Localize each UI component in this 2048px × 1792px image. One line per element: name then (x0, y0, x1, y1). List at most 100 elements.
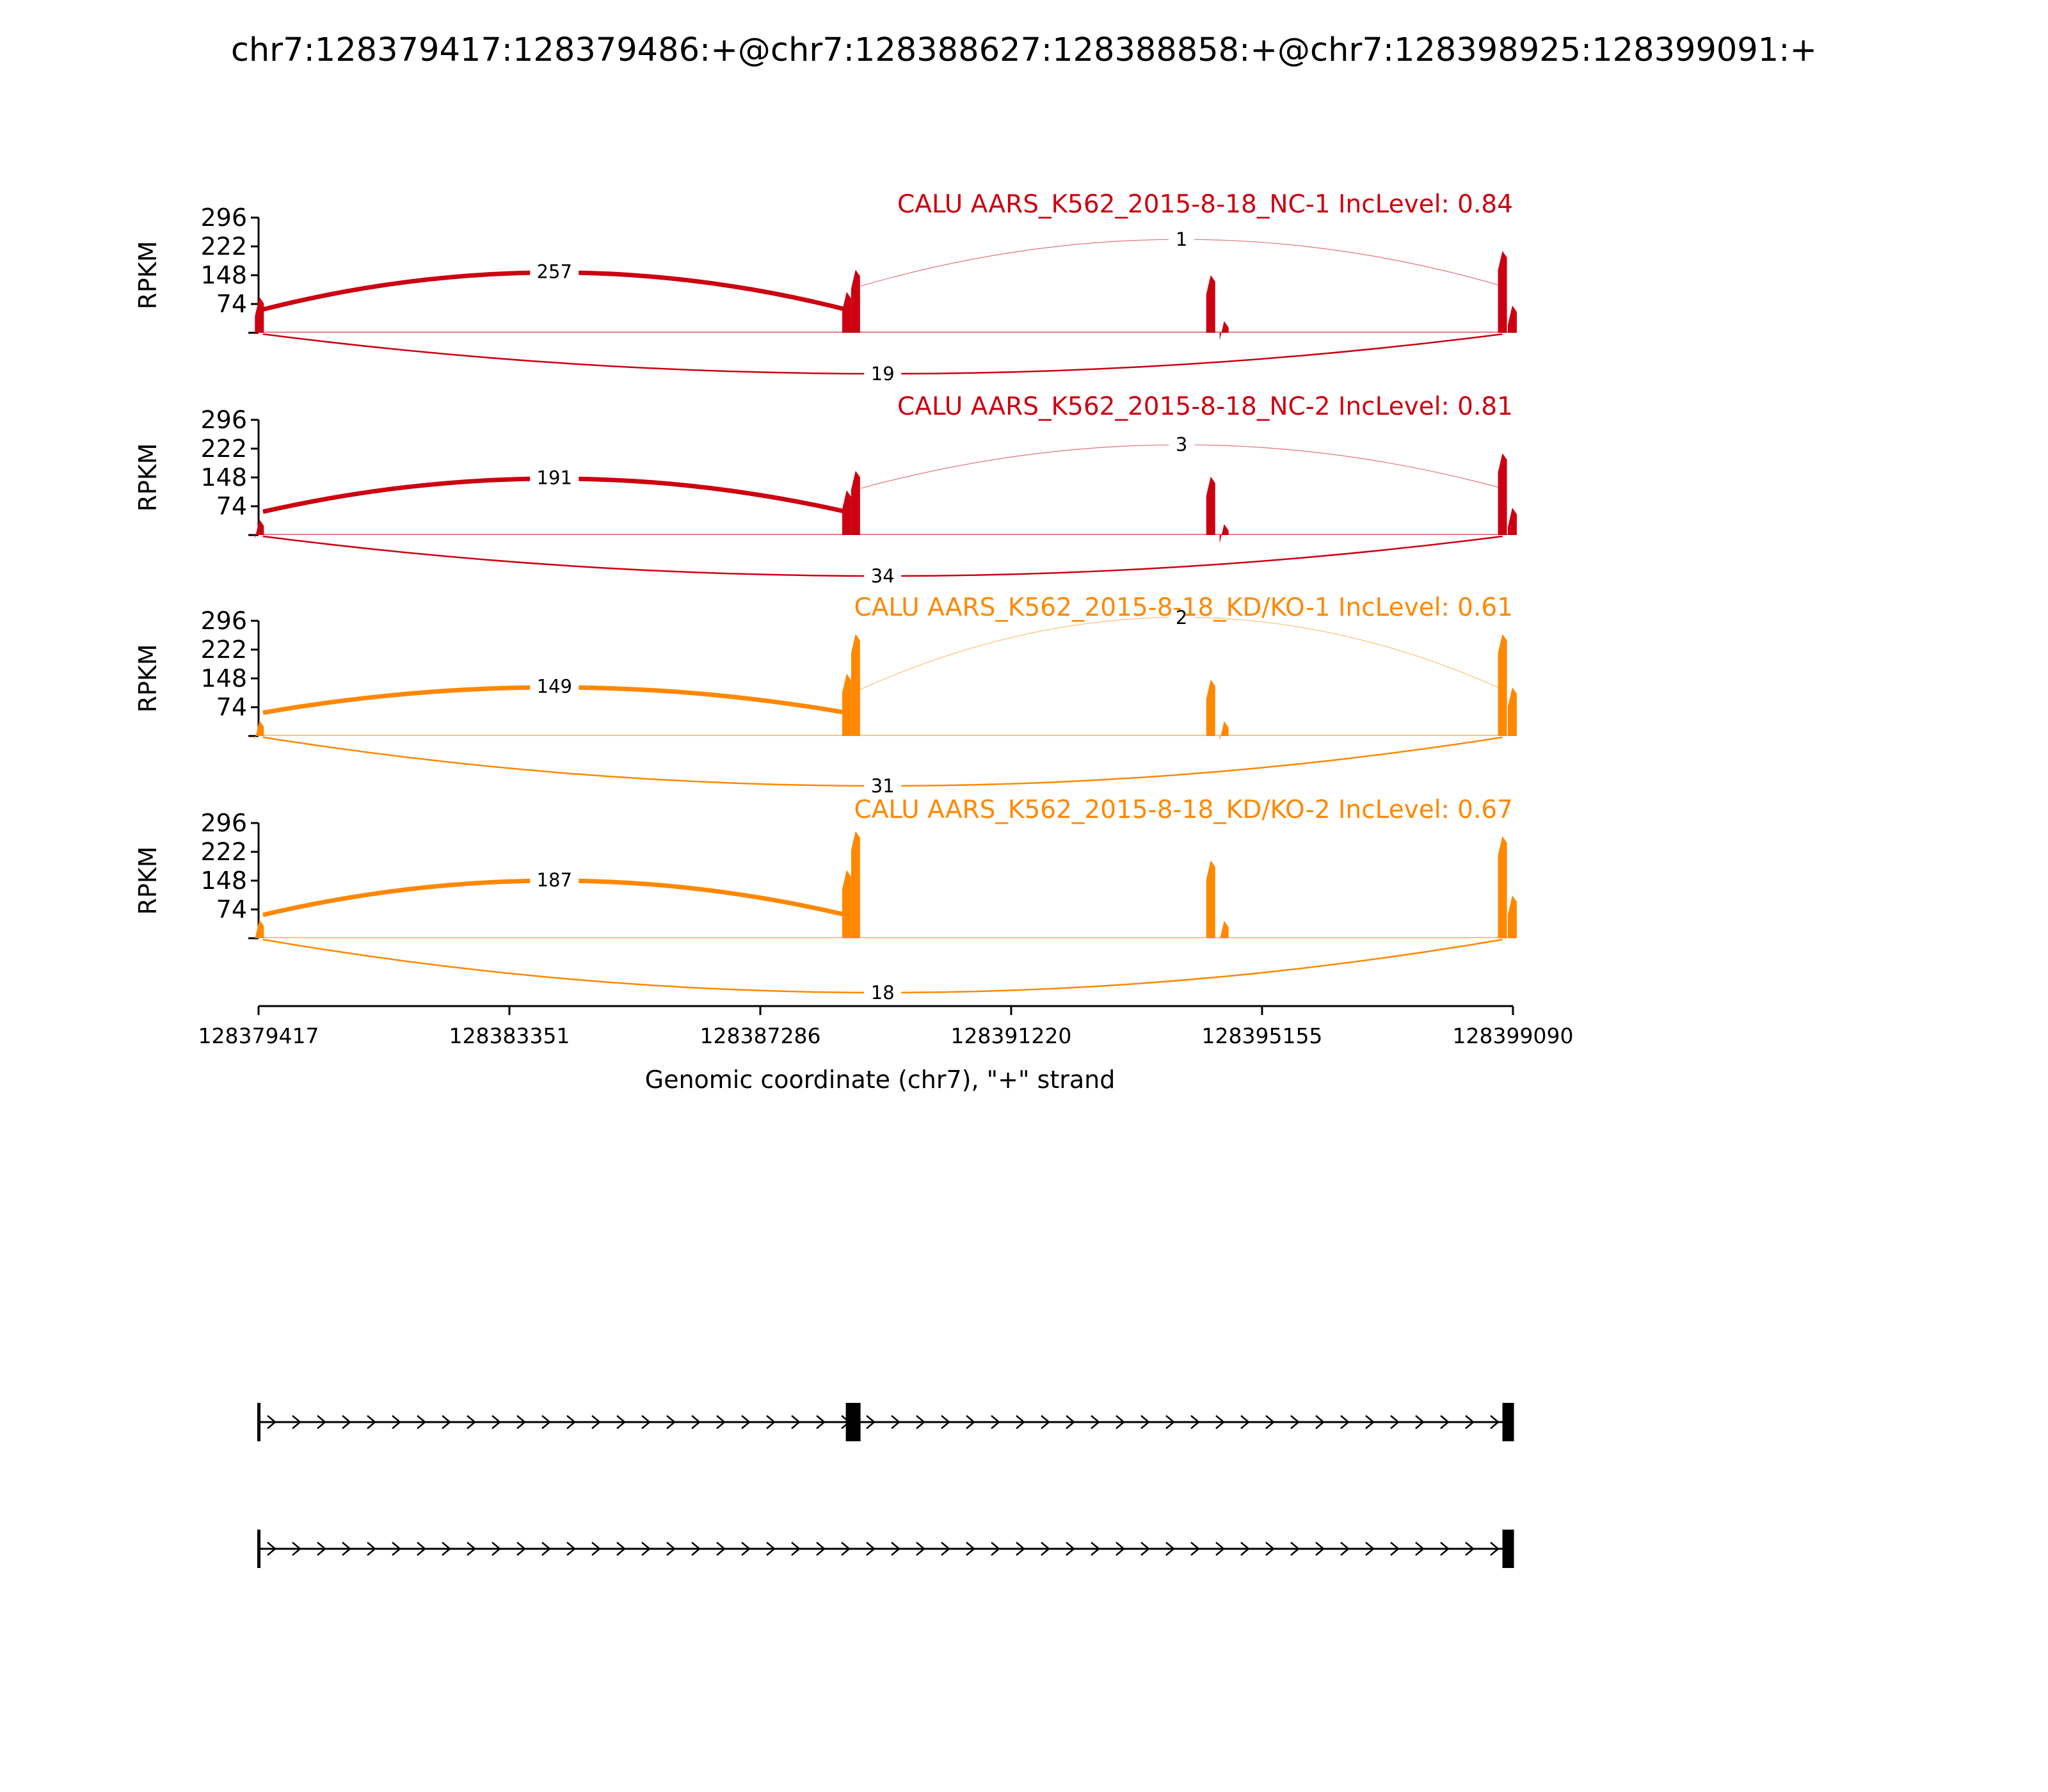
x-tick-label: 128399090 (1453, 1023, 1574, 1048)
coverage-peak (851, 470, 860, 535)
coverage-peak (1206, 860, 1215, 938)
coverage-peak (842, 870, 851, 938)
junction-label-bg (530, 259, 579, 285)
strand-arrow (1140, 1542, 1150, 1556)
strand-arrow (1240, 1542, 1250, 1556)
y-tick-label: 296 (200, 809, 247, 837)
x-tick-label: 128379417 (198, 1023, 319, 1048)
strand-arrow (666, 1542, 676, 1556)
panel-title: CALU AARS_K562_2015-8-18_KD/KO-2 IncLeve… (854, 796, 1513, 824)
strand-arrow (866, 1415, 876, 1429)
junction-count: 18 (871, 982, 895, 1004)
junction-count: 187 (537, 869, 572, 891)
strand-arrow (1315, 1415, 1325, 1429)
strand-arrow (941, 1542, 950, 1556)
strand-arrow (1365, 1415, 1375, 1429)
coverage-peak (842, 673, 851, 736)
junction-count: 3 (1176, 434, 1187, 456)
coverage-peak (255, 519, 264, 539)
strand-arrow (1041, 1542, 1050, 1556)
strand-arrow (1465, 1415, 1475, 1429)
x-axis: 128379417 128383351 128387286 128391220 1283… (198, 1005, 1574, 1048)
y-tick-label: 296 (200, 406, 247, 434)
strand-arrow (1066, 1415, 1075, 1429)
y-tick-label: 222 (200, 232, 247, 260)
strand-arrow (1440, 1542, 1450, 1556)
junction-count: 149 (537, 676, 572, 698)
junction-label-bg (1169, 226, 1195, 252)
coverage-peak (851, 634, 860, 736)
strand-arrow (492, 1542, 501, 1556)
strand-arrow (1165, 1542, 1175, 1556)
coverage-peak (1219, 721, 1229, 740)
strand-arrow (916, 1542, 925, 1556)
strand-arrow (467, 1415, 476, 1429)
strand-arrow (1265, 1542, 1275, 1556)
strand-arrow (641, 1415, 651, 1429)
strand-arrow (1265, 1415, 1275, 1429)
coverage-peak (1206, 275, 1215, 333)
junction-count: 191 (537, 467, 572, 489)
strand-arrow (1290, 1415, 1300, 1429)
coverage-peak (1508, 305, 1517, 333)
y-tick-label: 148 (200, 261, 247, 289)
strand-arrow (516, 1542, 526, 1556)
y-tick-label: 148 (200, 664, 247, 692)
strand-arrow (1190, 1542, 1200, 1556)
strand-arrow (891, 1415, 900, 1429)
strand-arrow (1016, 1415, 1025, 1429)
strand-arrow (816, 1415, 826, 1429)
strand-arrow (467, 1542, 476, 1556)
y-tick-label: 74 (216, 492, 247, 520)
y-tick-label: 296 (200, 607, 247, 635)
exon-block (257, 1403, 260, 1441)
strand-arrow (1490, 1542, 1500, 1556)
coverage-peak (1498, 453, 1507, 535)
strand-arrow (966, 1415, 975, 1429)
panel-title: CALU AARS_K562_2015-8-18_NC-2 IncLevel: … (897, 392, 1513, 421)
strand-arrow (891, 1542, 900, 1556)
strand-arrow (816, 1542, 826, 1556)
junction-count: 257 (537, 261, 572, 283)
strand-arrow (541, 1542, 551, 1556)
strand-arrow (417, 1415, 426, 1429)
y-tick-label: 296 (200, 204, 247, 232)
strand-arrow (1290, 1542, 1300, 1556)
strand-arrow (916, 1415, 925, 1429)
strand-arrow (317, 1542, 326, 1556)
strand-arrow (1066, 1542, 1075, 1556)
coverage-peak (842, 490, 851, 535)
strand-arrow (666, 1415, 676, 1429)
strand-arrow (1340, 1542, 1350, 1556)
coverage-peak (851, 831, 860, 938)
x-axis-label: Genomic coordinate (chr7), "+" strand (645, 1066, 1116, 1094)
strand-arrow (267, 1542, 276, 1556)
strand-arrow (1016, 1542, 1025, 1556)
junction-label-bg (864, 980, 902, 1005)
strand-arrow (442, 1542, 451, 1556)
y-tick-label: 74 (216, 693, 247, 721)
strand-arrow (392, 1415, 401, 1429)
strand-arrow (691, 1415, 701, 1429)
x-tick-label: 128395155 (1201, 1023, 1322, 1048)
coverage-peak (842, 292, 851, 333)
isoform-1 (257, 1403, 1514, 1441)
coverage-peak (1498, 251, 1507, 333)
y-tick-label: 222 (200, 838, 247, 866)
strand-arrow (342, 1542, 351, 1556)
strand-arrow (1116, 1542, 1125, 1556)
x-tick-label: 128383351 (449, 1023, 570, 1048)
strand-arrow (1116, 1415, 1125, 1429)
strand-arrow (292, 1415, 301, 1429)
strand-arrow (516, 1415, 526, 1429)
coverage-peak (1508, 687, 1517, 736)
strand-arrow (267, 1415, 276, 1429)
strand-arrow (1440, 1415, 1450, 1429)
strand-arrow (342, 1415, 351, 1429)
strand-arrow (616, 1542, 626, 1556)
exon-block (1502, 1530, 1514, 1568)
strand-arrow (591, 1542, 601, 1556)
strand-arrow (392, 1542, 401, 1556)
